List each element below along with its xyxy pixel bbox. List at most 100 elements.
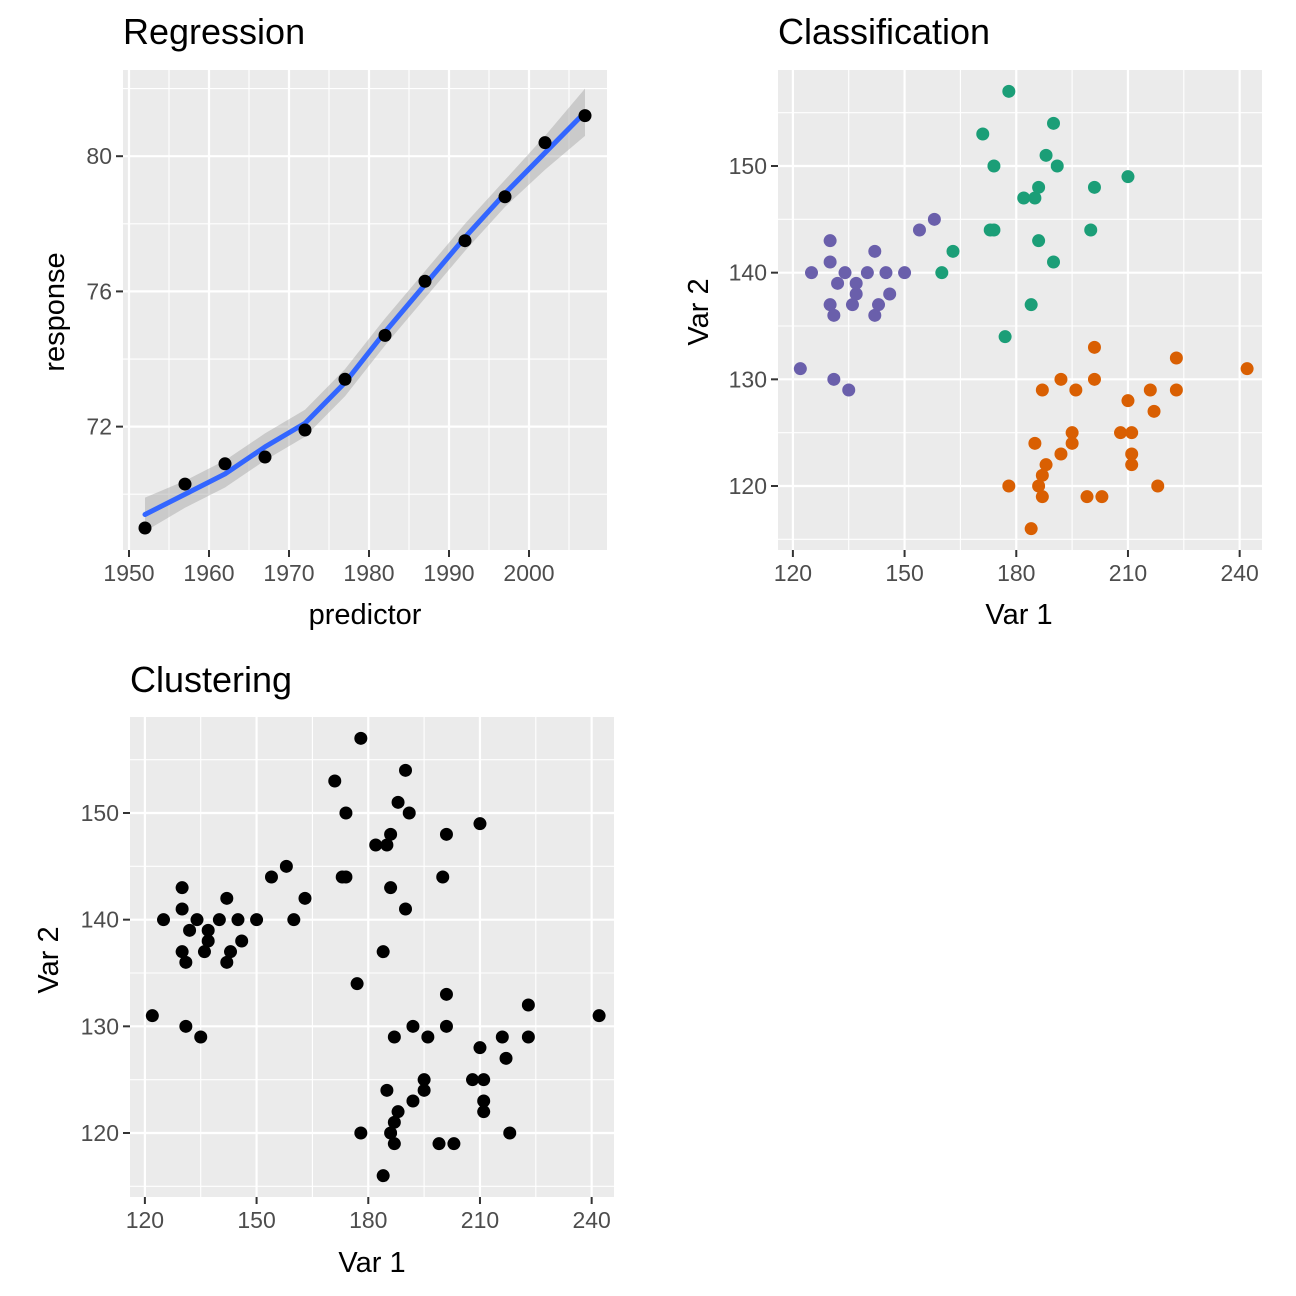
data-point xyxy=(402,806,416,820)
y-tick-label: 150 xyxy=(81,800,119,826)
data-point xyxy=(287,913,301,927)
data-point xyxy=(1032,180,1046,194)
data-point xyxy=(805,266,819,280)
data-point xyxy=(987,223,1001,237)
data-point xyxy=(879,266,893,280)
data-point xyxy=(868,244,882,258)
data-point xyxy=(473,817,487,831)
data-point xyxy=(421,1030,435,1044)
data-point xyxy=(477,1073,491,1087)
data-point xyxy=(538,136,552,150)
data-point xyxy=(976,127,990,141)
data-point xyxy=(1147,404,1161,418)
data-point xyxy=(417,1073,431,1087)
data-point xyxy=(447,1137,461,1151)
data-point xyxy=(384,881,398,895)
data-point xyxy=(212,913,226,927)
regression-chart: 1950 1960 1970 1980 1990 2000 72 76 80 Regression… xyxy=(39,11,607,631)
data-point xyxy=(369,838,383,852)
data-point xyxy=(220,891,234,905)
x-tick-label: 1960 xyxy=(183,560,234,586)
x-tick-label: 240 xyxy=(572,1207,610,1233)
data-point xyxy=(1032,234,1046,248)
data-point xyxy=(1169,351,1183,365)
data-point xyxy=(298,891,312,905)
data-point xyxy=(521,1030,535,1044)
data-point xyxy=(1087,340,1101,354)
data-point xyxy=(328,774,342,788)
x-tick-label: 2000 xyxy=(503,560,554,586)
data-point xyxy=(250,913,264,927)
plot-area: 1950 1960 1970 1980 1990 2000 72 76 80 xyxy=(86,70,607,586)
y-tick-label: 140 xyxy=(81,907,119,933)
data-point xyxy=(264,870,278,884)
x-tick-label: 210 xyxy=(1109,560,1147,586)
data-point xyxy=(1084,223,1098,237)
data-point xyxy=(477,1094,491,1108)
data-point xyxy=(418,274,432,288)
data-point xyxy=(827,308,841,322)
data-point xyxy=(354,731,368,745)
data-point xyxy=(387,1137,401,1151)
y-tick-label: 76 xyxy=(86,278,112,304)
data-point xyxy=(1035,468,1049,482)
data-point xyxy=(898,266,912,280)
data-point xyxy=(1047,116,1061,130)
data-point xyxy=(827,372,841,386)
data-point xyxy=(376,945,390,959)
data-point xyxy=(1017,191,1031,205)
x-tick-label: 180 xyxy=(997,560,1035,586)
data-point xyxy=(912,223,926,237)
data-point xyxy=(838,266,852,280)
data-point xyxy=(1125,426,1139,440)
x-axis-title: Var 1 xyxy=(338,1247,405,1279)
y-axis-title: response xyxy=(39,252,71,371)
y-axis-title: Var 2 xyxy=(33,926,65,993)
data-point xyxy=(466,1073,480,1087)
data-point xyxy=(1039,148,1053,162)
data-point xyxy=(391,1105,405,1119)
data-point xyxy=(1024,522,1038,536)
data-point xyxy=(1069,383,1083,397)
data-point xyxy=(224,945,238,959)
y-tick-label: 120 xyxy=(729,473,767,499)
data-point xyxy=(503,1126,517,1140)
chart-title: Regression xyxy=(123,11,305,52)
data-point xyxy=(1125,447,1139,461)
data-point xyxy=(175,945,189,959)
data-point xyxy=(987,159,1001,173)
data-point xyxy=(498,190,512,204)
data-point xyxy=(231,913,245,927)
data-point xyxy=(946,244,960,258)
data-point xyxy=(201,923,215,937)
data-point xyxy=(842,383,856,397)
data-point xyxy=(339,806,353,820)
chart-title: Classification xyxy=(778,11,990,52)
data-point xyxy=(793,362,807,376)
data-point xyxy=(1114,426,1128,440)
data-point xyxy=(849,276,863,290)
data-point xyxy=(179,955,193,969)
data-point xyxy=(179,1019,193,1033)
smooth-line xyxy=(142,109,588,518)
data-point xyxy=(1065,436,1079,450)
data-point xyxy=(399,763,413,777)
x-tick-label: 180 xyxy=(349,1207,387,1233)
y-tick-label: 120 xyxy=(81,1120,119,1146)
data-point xyxy=(387,1030,401,1044)
data-point xyxy=(436,870,450,884)
data-point xyxy=(1028,191,1042,205)
data-point xyxy=(823,255,837,269)
data-point xyxy=(279,859,293,873)
data-point xyxy=(258,450,272,464)
chart-title: Clustering xyxy=(130,659,292,700)
classification-chart: 120 150 180 210 240 120 130 140 150 Classificatio… xyxy=(683,11,1262,631)
data-point xyxy=(458,234,472,248)
x-tick-label: 240 xyxy=(1220,560,1258,586)
data-point xyxy=(235,934,249,948)
data-point xyxy=(194,1030,208,1044)
data-point xyxy=(218,457,232,471)
data-point xyxy=(1121,394,1135,408)
data-point xyxy=(354,1126,368,1140)
